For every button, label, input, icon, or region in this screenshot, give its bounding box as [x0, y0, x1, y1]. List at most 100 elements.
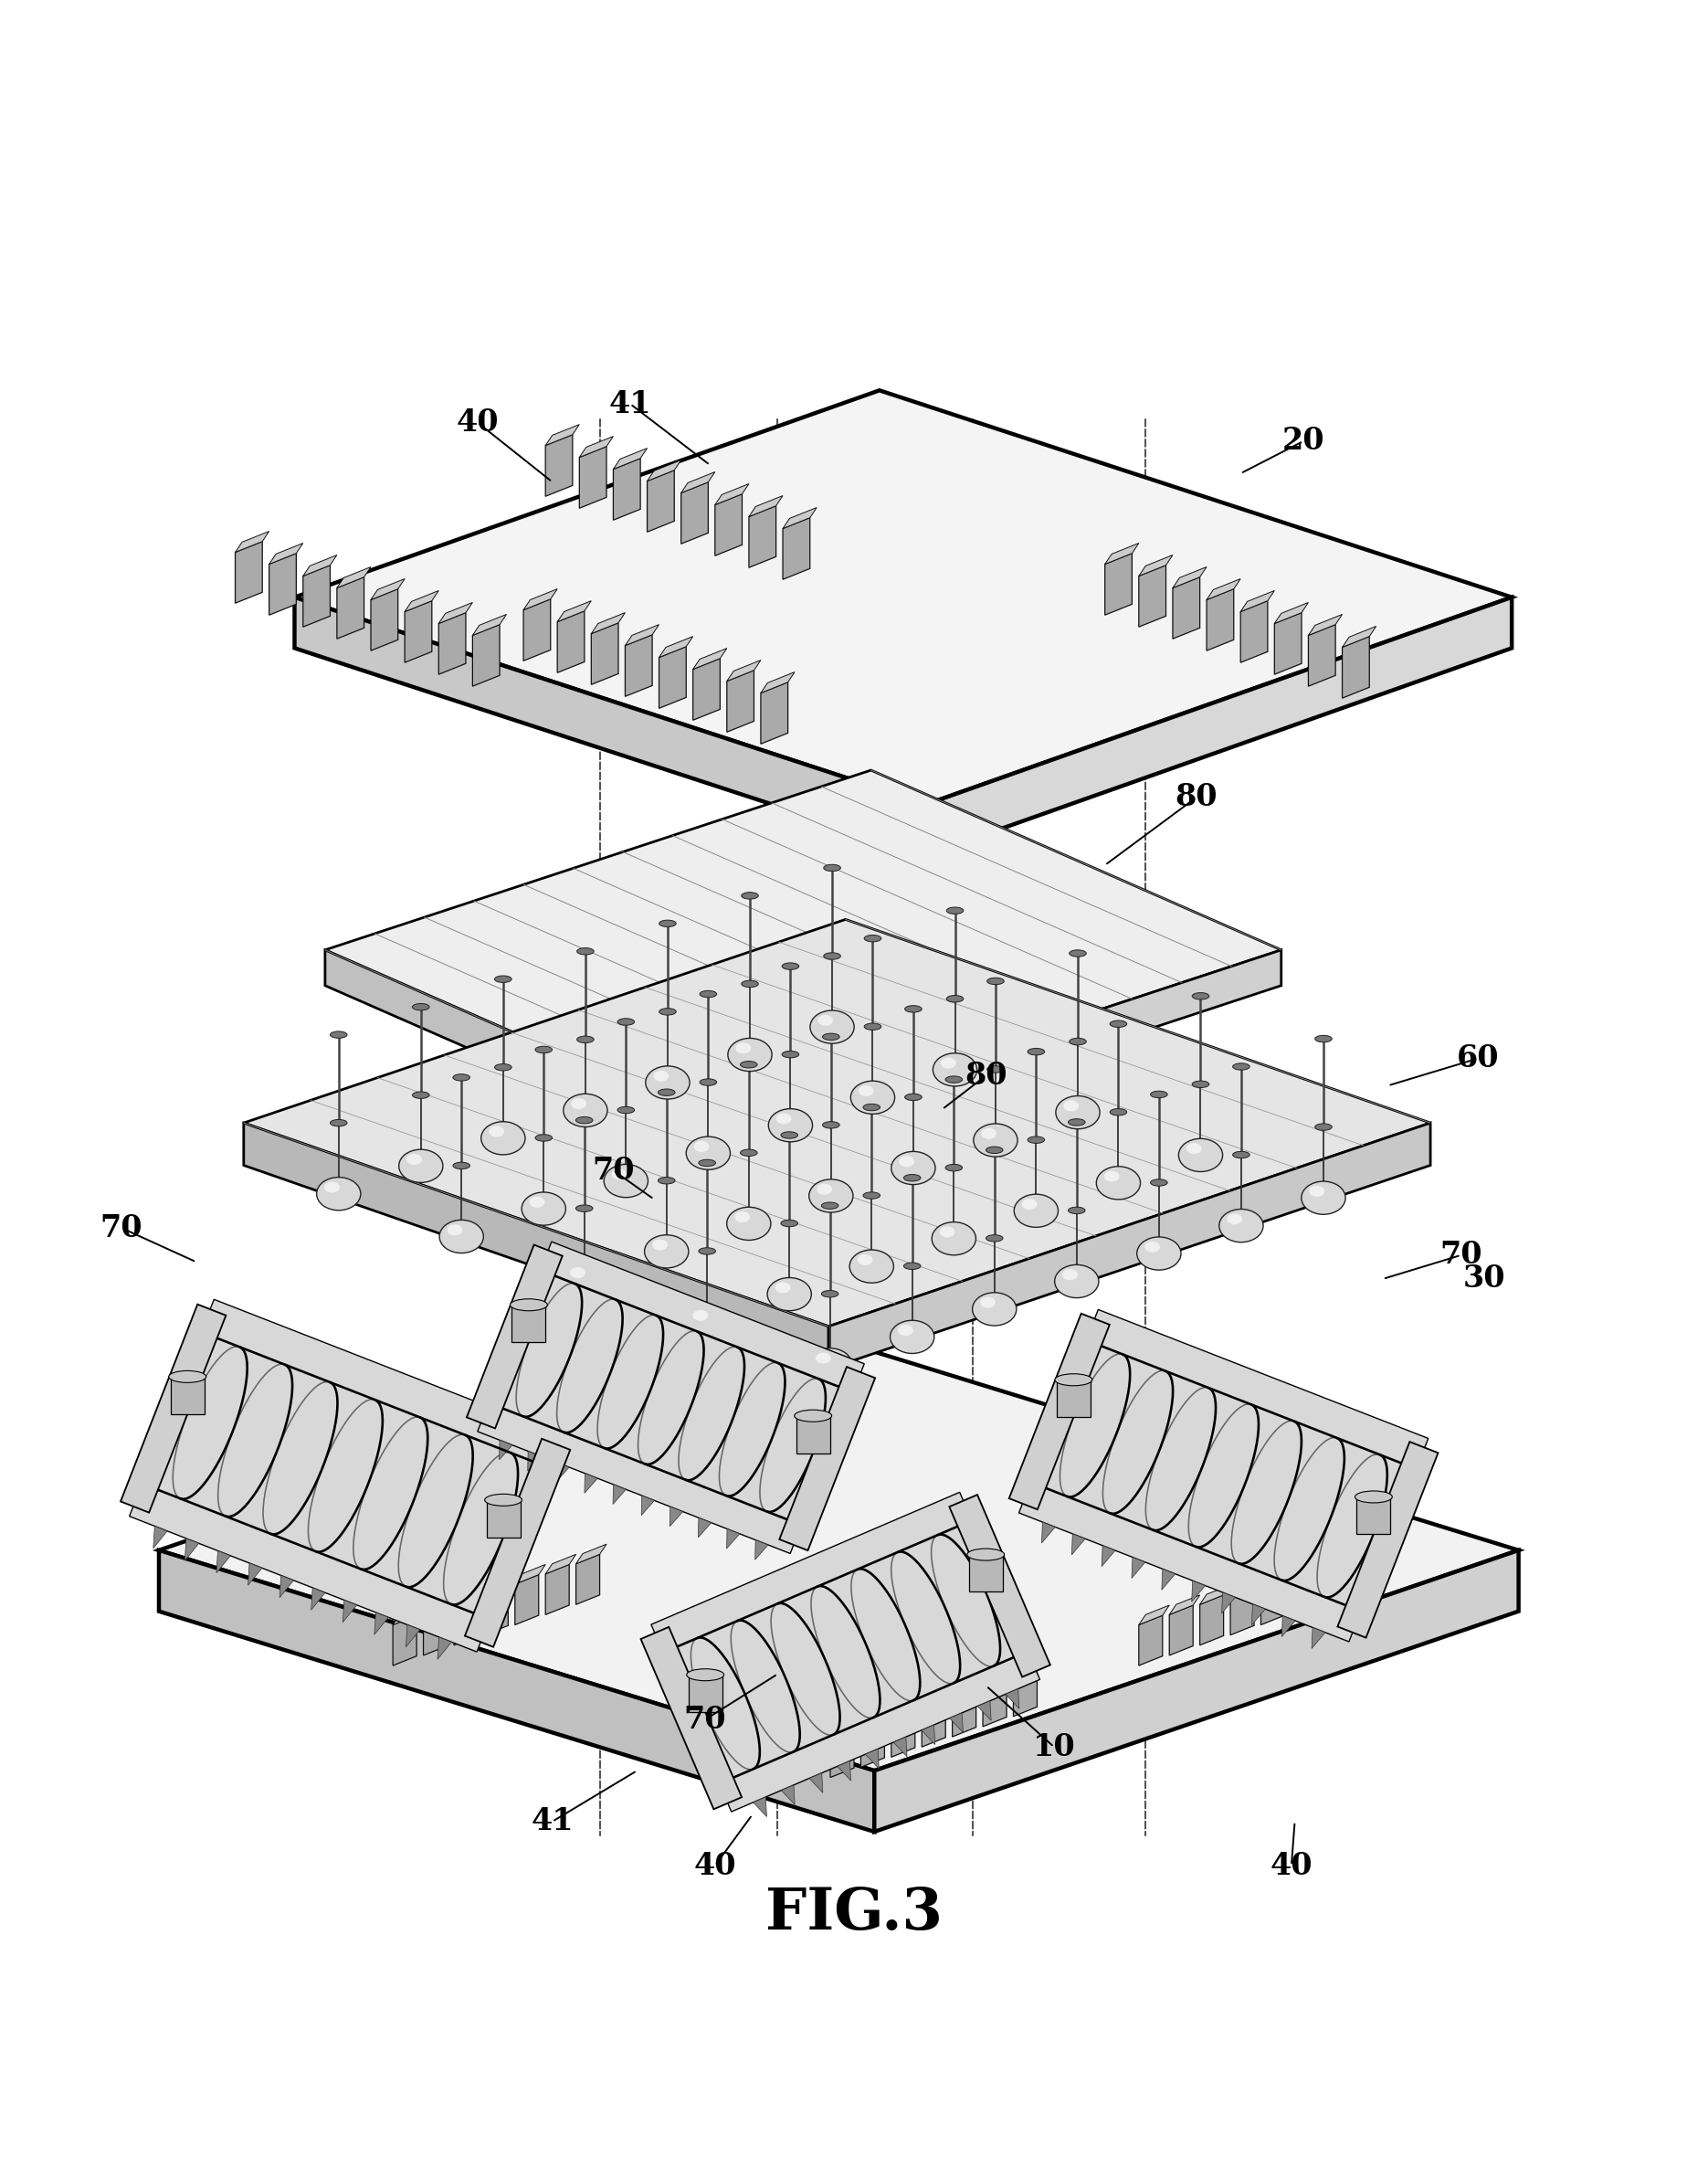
- Ellipse shape: [1028, 1137, 1045, 1143]
- Ellipse shape: [1315, 1124, 1332, 1130]
- Polygon shape: [523, 599, 550, 660]
- Polygon shape: [1105, 553, 1132, 614]
- Polygon shape: [159, 1331, 1518, 1771]
- Ellipse shape: [1064, 1100, 1079, 1111]
- Ellipse shape: [1192, 993, 1209, 1000]
- Ellipse shape: [1354, 1492, 1392, 1503]
- Ellipse shape: [687, 1668, 724, 1681]
- Polygon shape: [982, 1666, 1013, 1686]
- Ellipse shape: [890, 1320, 934, 1353]
- Ellipse shape: [439, 1220, 483, 1252]
- Ellipse shape: [576, 1117, 593, 1124]
- Ellipse shape: [407, 1154, 422, 1165]
- Polygon shape: [466, 1246, 562, 1429]
- Ellipse shape: [700, 991, 717, 998]
- Polygon shape: [1102, 1546, 1115, 1566]
- Polygon shape: [171, 1376, 205, 1414]
- Polygon shape: [545, 425, 579, 446]
- Polygon shape: [922, 1725, 934, 1745]
- Text: 41: 41: [610, 390, 651, 418]
- Polygon shape: [545, 1555, 576, 1575]
- Polygon shape: [977, 1701, 991, 1721]
- Polygon shape: [1042, 1522, 1056, 1542]
- Polygon shape: [1261, 1564, 1291, 1583]
- Polygon shape: [407, 1625, 420, 1647]
- Polygon shape: [591, 623, 618, 684]
- Polygon shape: [953, 1677, 982, 1697]
- Polygon shape: [512, 1305, 547, 1342]
- Ellipse shape: [693, 1141, 709, 1152]
- Polygon shape: [625, 634, 652, 697]
- Ellipse shape: [316, 1178, 360, 1211]
- Polygon shape: [514, 1564, 545, 1583]
- Polygon shape: [473, 625, 500, 686]
- Ellipse shape: [576, 1204, 593, 1211]
- Ellipse shape: [1233, 1152, 1250, 1159]
- Ellipse shape: [1069, 1039, 1086, 1045]
- Ellipse shape: [169, 1370, 207, 1383]
- Polygon shape: [1240, 601, 1267, 662]
- Polygon shape: [736, 950, 1281, 1165]
- Ellipse shape: [1054, 1265, 1098, 1298]
- Ellipse shape: [736, 1043, 752, 1054]
- Text: 20: 20: [1283, 427, 1324, 457]
- Polygon shape: [1342, 627, 1377, 647]
- Ellipse shape: [659, 1008, 676, 1015]
- Polygon shape: [294, 390, 1512, 804]
- Polygon shape: [545, 436, 572, 497]
- Ellipse shape: [946, 908, 963, 915]
- Polygon shape: [1221, 1592, 1235, 1614]
- Polygon shape: [1139, 564, 1167, 627]
- Ellipse shape: [485, 1494, 523, 1505]
- Polygon shape: [1132, 1557, 1146, 1579]
- Ellipse shape: [905, 1006, 922, 1013]
- Polygon shape: [861, 1708, 892, 1727]
- Ellipse shape: [823, 1122, 840, 1128]
- Ellipse shape: [529, 1196, 545, 1207]
- Ellipse shape: [511, 1298, 548, 1311]
- Ellipse shape: [823, 865, 840, 871]
- Polygon shape: [1230, 1586, 1254, 1636]
- Ellipse shape: [728, 1039, 772, 1072]
- Ellipse shape: [810, 1011, 854, 1043]
- Polygon shape: [311, 1588, 325, 1610]
- Ellipse shape: [1068, 1119, 1085, 1126]
- Polygon shape: [270, 542, 302, 564]
- Ellipse shape: [1015, 1194, 1059, 1226]
- Polygon shape: [248, 1564, 261, 1586]
- Ellipse shape: [570, 1098, 586, 1109]
- Polygon shape: [688, 1675, 722, 1712]
- Polygon shape: [861, 1716, 885, 1766]
- Polygon shape: [1261, 1575, 1284, 1625]
- Ellipse shape: [618, 1019, 634, 1026]
- Ellipse shape: [1187, 1143, 1202, 1154]
- Ellipse shape: [1068, 1207, 1085, 1213]
- Ellipse shape: [1103, 1172, 1119, 1183]
- Text: 40: 40: [456, 407, 499, 438]
- Ellipse shape: [781, 1220, 798, 1226]
- Polygon shape: [579, 436, 613, 457]
- Polygon shape: [810, 1773, 823, 1792]
- Polygon shape: [1308, 614, 1342, 636]
- Ellipse shape: [818, 1015, 834, 1026]
- Polygon shape: [371, 588, 398, 651]
- Ellipse shape: [980, 1296, 996, 1309]
- Ellipse shape: [1179, 1139, 1223, 1172]
- Ellipse shape: [412, 1004, 429, 1011]
- Ellipse shape: [1301, 1180, 1346, 1215]
- Polygon shape: [830, 1727, 854, 1777]
- Ellipse shape: [1151, 1178, 1167, 1187]
- Polygon shape: [424, 1605, 447, 1655]
- Polygon shape: [927, 597, 1512, 856]
- Polygon shape: [828, 1124, 1430, 1368]
- Polygon shape: [1356, 1496, 1390, 1533]
- Ellipse shape: [1226, 1213, 1242, 1224]
- Polygon shape: [953, 1686, 975, 1736]
- Polygon shape: [1322, 1544, 1353, 1564]
- Ellipse shape: [618, 1106, 634, 1113]
- Ellipse shape: [904, 1174, 921, 1180]
- Ellipse shape: [644, 1235, 688, 1268]
- Polygon shape: [371, 579, 405, 599]
- Ellipse shape: [488, 1126, 504, 1137]
- Ellipse shape: [898, 1157, 914, 1167]
